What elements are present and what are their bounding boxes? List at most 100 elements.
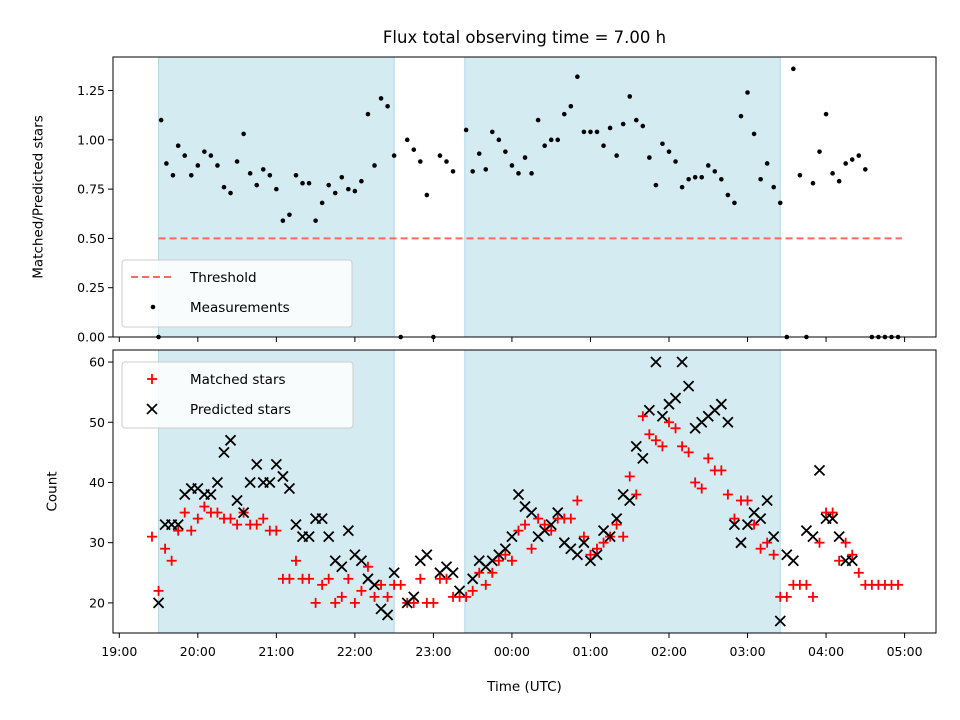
measurement-point <box>463 127 469 133</box>
measurement-point <box>158 117 164 123</box>
measurement-point <box>300 180 305 186</box>
matched-star-point <box>186 525 197 536</box>
top-axes-frame <box>112 56 937 338</box>
predicted-star-point <box>682 380 695 392</box>
legend-frame <box>121 361 354 429</box>
predicted-star-point <box>224 434 237 446</box>
measurement-point <box>529 171 534 176</box>
measurement-point <box>496 137 502 143</box>
measurement-point <box>620 121 626 127</box>
top-y-tick-label: 0.25 <box>77 280 105 295</box>
matched-star-point <box>376 579 387 590</box>
matched-star-point <box>304 573 315 584</box>
predicted-star-point <box>381 609 394 621</box>
measurement-point <box>843 161 848 166</box>
measurement-point <box>372 163 377 168</box>
measurement-point <box>830 171 835 176</box>
legend-threshold-label: Threshold <box>189 270 257 286</box>
measurement-point <box>215 163 220 168</box>
measurement-point <box>627 94 633 99</box>
legend-matched-label: Matched stars <box>190 372 286 388</box>
x-tick-label: 22:00 <box>337 644 373 659</box>
measurement-point <box>404 137 410 143</box>
matched-star-point <box>258 513 269 524</box>
measurement-point <box>666 149 672 154</box>
measurement-point <box>699 174 705 180</box>
measurement-point <box>221 184 227 190</box>
x-tick-label: 23:00 <box>415 644 451 659</box>
predicted-star-point <box>283 482 296 495</box>
matched-star-point <box>461 591 472 602</box>
measurement-point <box>306 180 312 186</box>
matched-star-point <box>382 591 393 602</box>
measurement-point <box>287 212 292 218</box>
predicted-star-point <box>244 476 256 489</box>
matched-star-point <box>677 441 688 452</box>
measurement-point <box>470 169 475 174</box>
predicted-star-point <box>637 452 649 465</box>
measurement-point <box>424 192 430 198</box>
bottom-y-tick-label: 40 <box>89 475 105 490</box>
matched-star-point <box>729 513 740 524</box>
predicted-star-point <box>388 567 400 579</box>
matched-star-point <box>592 543 603 554</box>
top-x-ticks <box>118 337 906 342</box>
matched-star-point <box>663 417 674 428</box>
matched-star-point <box>349 597 360 608</box>
measurement-point <box>359 178 364 184</box>
measurement-point <box>437 153 443 158</box>
matched-star-point <box>644 429 655 440</box>
measurement-point <box>836 178 842 184</box>
measurement-point <box>267 173 273 178</box>
measurement-point <box>522 155 528 160</box>
measurement-point <box>745 90 750 95</box>
predicted-star-point <box>453 585 466 597</box>
matched-star-point <box>781 591 792 602</box>
predicted-star-point <box>552 506 564 519</box>
measurement-point <box>195 163 201 168</box>
measurement-point <box>548 137 554 143</box>
matched-star-point <box>487 567 498 578</box>
legend-frame <box>121 259 353 328</box>
matched-star-point <box>330 597 341 608</box>
predicted-star-point <box>231 494 243 507</box>
measurement-point <box>575 74 580 80</box>
measurement-point <box>490 129 495 135</box>
matched-star-point <box>749 519 760 530</box>
predicted-star-point <box>715 398 727 410</box>
measurement-point <box>280 218 286 223</box>
measurement-point <box>725 192 731 198</box>
predicted-star-point <box>525 506 538 519</box>
predicted-star-point <box>447 567 459 579</box>
predicted-star-point <box>846 555 858 567</box>
x-tick-label: 19:00 <box>101 644 137 659</box>
measurement-point <box>823 111 829 117</box>
x-tick-label: 20:00 <box>180 644 216 659</box>
x-tick-label: 00:00 <box>494 644 530 659</box>
predicted-star-point <box>604 531 616 543</box>
matched-star-point <box>179 507 190 518</box>
measurement-point <box>385 103 390 109</box>
matched-star-point <box>657 441 668 452</box>
top-y-ticks: 0.00 0.25 0.50 0.75 1.00 1.25 <box>77 83 113 345</box>
legend-matched-swatch <box>147 374 157 384</box>
matched-star-point <box>153 585 164 596</box>
measurement-point <box>352 188 358 194</box>
predicted-star-point <box>218 446 230 458</box>
matched-star-point <box>506 555 517 566</box>
measurement-point <box>640 123 646 129</box>
measurement-point <box>797 173 803 178</box>
predicted-star-point <box>172 518 184 531</box>
bottom-y-axis-label: Count <box>45 471 61 511</box>
x-tick-label: 02:00 <box>651 644 687 659</box>
measurement-point <box>234 159 240 164</box>
predicted-star-point <box>722 416 734 428</box>
predicted-star-point <box>205 488 217 501</box>
predicted-star-point <box>571 549 584 561</box>
measurement-point <box>705 163 711 168</box>
matched-star-point <box>598 537 609 548</box>
measurement-point <box>326 182 331 188</box>
predicted-star-point <box>624 494 636 507</box>
matched-star-point <box>251 519 262 530</box>
x-tick-label: 05:00 <box>887 644 923 659</box>
